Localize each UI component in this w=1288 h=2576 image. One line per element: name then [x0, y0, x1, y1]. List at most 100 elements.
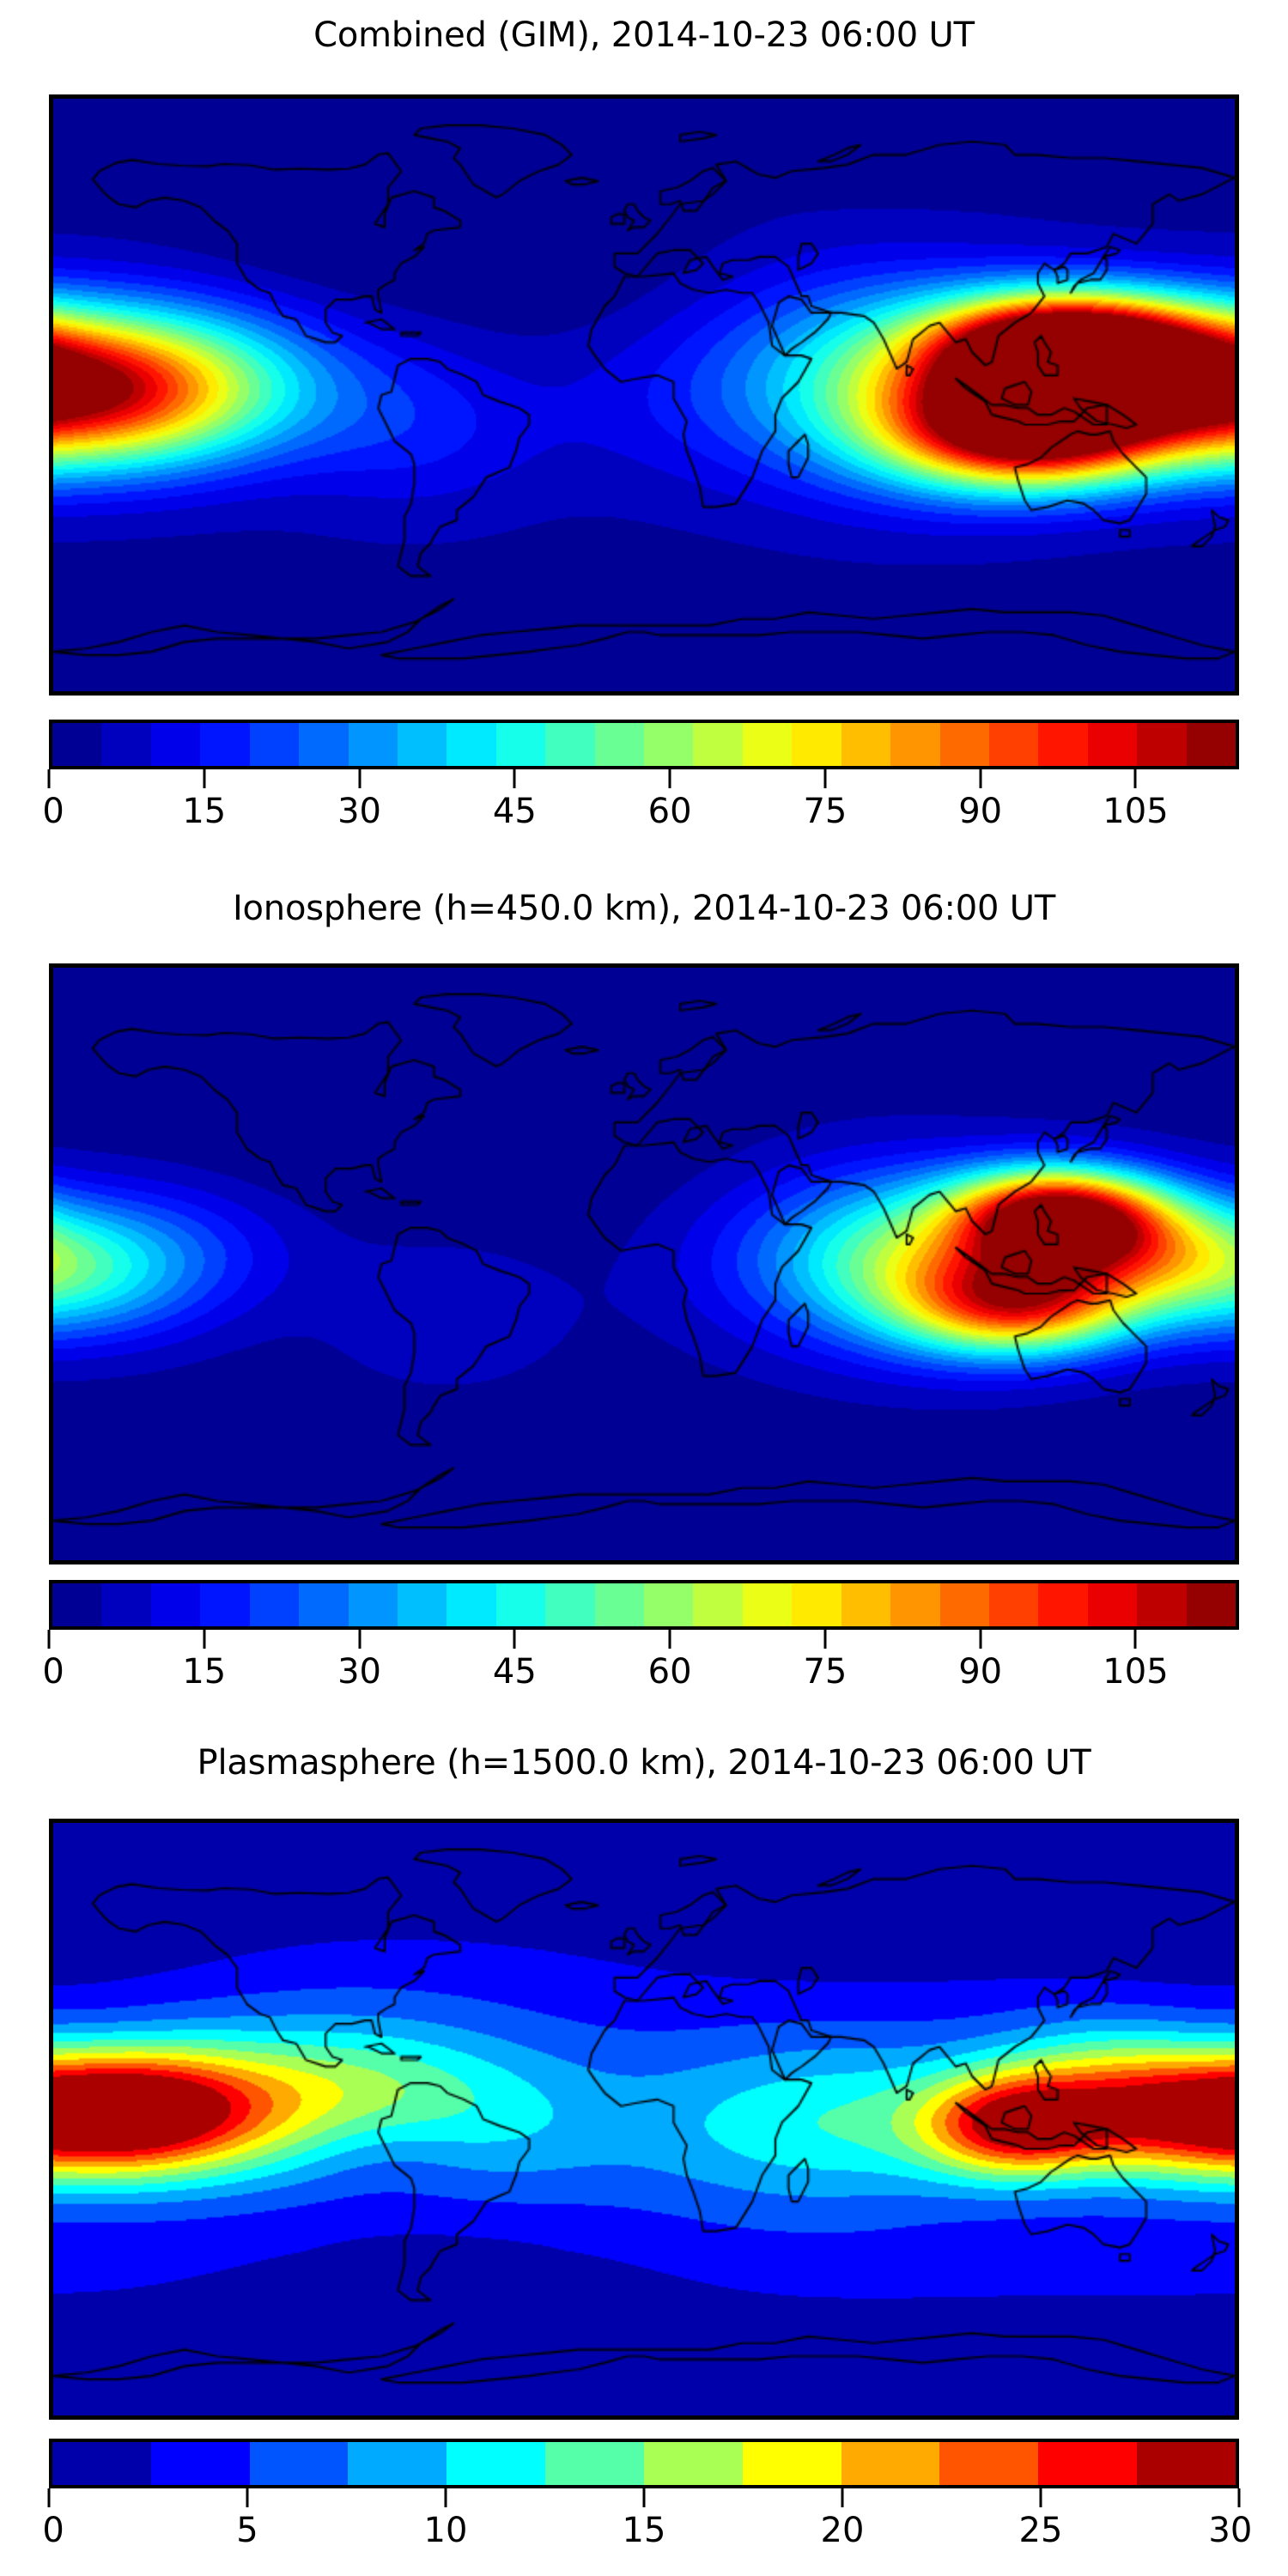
colorbar-band: [447, 2442, 546, 2485]
panel-title-ionosphere: Ionosphere (h=450.0 km), 2014-10-23 06:0…: [232, 889, 1056, 928]
colorbar-band: [890, 723, 940, 766]
colorbar-band: [841, 2442, 940, 2485]
colorbar-tick-mark: [642, 2488, 646, 2507]
colorbar-band: [200, 1583, 250, 1626]
colorbar-ticks-plasmasphere: [47, 2488, 1241, 2511]
colorbar-band: [1137, 723, 1187, 766]
colorbar-band: [594, 1583, 645, 1626]
panel-title-plasmasphere: Plasmasphere (h=1500.0 km), 2014-10-23 0…: [197, 1743, 1091, 1783]
colorbar-band: [1038, 723, 1088, 766]
colorbar-tick-mark: [358, 1630, 361, 1649]
colorbar-tick-label: 20: [820, 2511, 865, 2550]
colorbar-tick-mark: [823, 1630, 827, 1649]
colorbar-tick-label: 105: [1103, 792, 1169, 831]
colorbar-tick-label: 105: [1103, 1652, 1169, 1692]
colorbar-tick-label: 0: [42, 792, 64, 831]
colorbar-tick-label: 5: [236, 2511, 258, 2550]
colorbar-band: [1038, 1583, 1088, 1626]
colorbar-band: [150, 723, 201, 766]
colorbar-band: [249, 1583, 300, 1626]
colorbar-band: [249, 723, 300, 766]
colorbar-band: [1137, 1583, 1187, 1626]
map-canvas-plasmasphere: [53, 1823, 1235, 2415]
colorbar-band: [1038, 2442, 1138, 2485]
colorbar-band: [841, 1583, 891, 1626]
colorbar-gradient-ionosphere: [49, 1580, 1239, 1630]
panel-title-combined: Combined (GIM), 2014-10-23 06:00 UT: [313, 15, 975, 55]
colorbar-band: [52, 2442, 151, 2485]
colorbar-ionosphere: 0 15 30 45 60 75 90 105: [42, 1580, 1239, 1697]
colorbar-band: [52, 723, 102, 766]
colorbar-band: [644, 1583, 694, 1626]
colorbar-tick-label: 15: [622, 2511, 666, 2550]
colorbar-band: [348, 723, 398, 766]
colorbar-band: [348, 1583, 398, 1626]
colorbar-band: [792, 1583, 841, 1626]
colorbar-band: [644, 723, 694, 766]
colorbar-band: [397, 1583, 447, 1626]
colorbar-band: [101, 1583, 151, 1626]
colorbar-band: [742, 723, 793, 766]
map-combined-gim: [49, 94, 1239, 696]
colorbar-band: [52, 1583, 102, 1626]
colorbar-tick-mark: [1133, 1630, 1137, 1649]
colorbar-tick-label: 25: [1018, 2511, 1063, 2550]
colorbar-tick-label: 0: [42, 1652, 64, 1692]
map-canvas-combined: [53, 99, 1235, 691]
colorbar-band: [150, 1583, 201, 1626]
colorbar-tick-mark: [1237, 2488, 1241, 2507]
colorbar-combined: 0 15 30 45 60 75 90 105: [42, 720, 1239, 836]
colorbar-tick-label: 30: [337, 1652, 382, 1692]
colorbar-tick-mark: [668, 1630, 671, 1649]
colorbar-tick-label: 45: [492, 1652, 537, 1692]
colorbar-ticks-combined: [47, 769, 1239, 792]
colorbar-band: [939, 2442, 1039, 2485]
colorbar-tick-mark: [841, 2488, 844, 2507]
colorbar-band: [742, 1583, 793, 1626]
colorbar-band: [101, 723, 151, 766]
colorbar-band: [397, 723, 447, 766]
colorbar-tick-mark: [358, 769, 361, 788]
colorbar-band: [841, 723, 891, 766]
colorbar-labels-plasmasphere: 0 5 10 15 20 25 30: [42, 2511, 1252, 2555]
colorbar-tick-mark: [47, 2488, 51, 2507]
colorbar-band: [495, 723, 546, 766]
colorbar-band: [939, 1583, 990, 1626]
colorbar-tick-mark: [823, 769, 827, 788]
colorbar-tick-label: 75: [803, 1652, 848, 1692]
colorbar-tick-label: 60: [647, 1652, 692, 1692]
colorbar-band: [792, 723, 841, 766]
colorbar-tick-mark: [203, 769, 206, 788]
colorbar-band: [989, 1583, 1039, 1626]
colorbar-ticks-ionosphere: [47, 1630, 1239, 1652]
map-canvas-ionosphere: [53, 968, 1235, 1560]
colorbar-plasmasphere: 0 5 10 15 20 25 30: [42, 2439, 1252, 2555]
colorbar-tick-label: 45: [492, 792, 537, 831]
colorbar-tick-mark: [1039, 2488, 1042, 2507]
panel-combined-gim: Combined (GIM), 2014-10-23 06:00 UT 0 15 3…: [0, 0, 1288, 859]
colorbar-tick-mark: [444, 2488, 447, 2507]
map-plasmasphere: [49, 1819, 1239, 2420]
colorbar-band: [594, 723, 645, 766]
colorbar-band: [447, 1583, 496, 1626]
colorbar-band: [742, 2442, 841, 2485]
colorbar-tick-label: 15: [182, 792, 227, 831]
colorbar-labels-combined: 0 15 30 45 60 75 90 105: [42, 792, 1239, 836]
colorbar-band: [693, 1583, 743, 1626]
colorbar-tick-label: 60: [647, 792, 692, 831]
panel-ionosphere: Ionosphere (h=450.0 km), 2014-10-23 06:0…: [0, 859, 1288, 1717]
colorbar-band: [1087, 723, 1138, 766]
colorbar-band: [545, 2442, 644, 2485]
colorbar-band: [299, 1583, 349, 1626]
colorbar-band: [1137, 2442, 1236, 2485]
colorbar-gradient-combined: [49, 720, 1239, 769]
colorbar-tick-label: 90: [958, 792, 1003, 831]
colorbar-tick-mark: [513, 769, 516, 788]
colorbar-band: [989, 723, 1039, 766]
colorbar-tick-mark: [1133, 769, 1137, 788]
colorbar-labels-ionosphere: 0 15 30 45 60 75 90 105: [42, 1652, 1239, 1697]
colorbar-gradient-plasmasphere: [49, 2439, 1239, 2488]
colorbar-band: [643, 2442, 743, 2485]
colorbar-band: [299, 723, 349, 766]
